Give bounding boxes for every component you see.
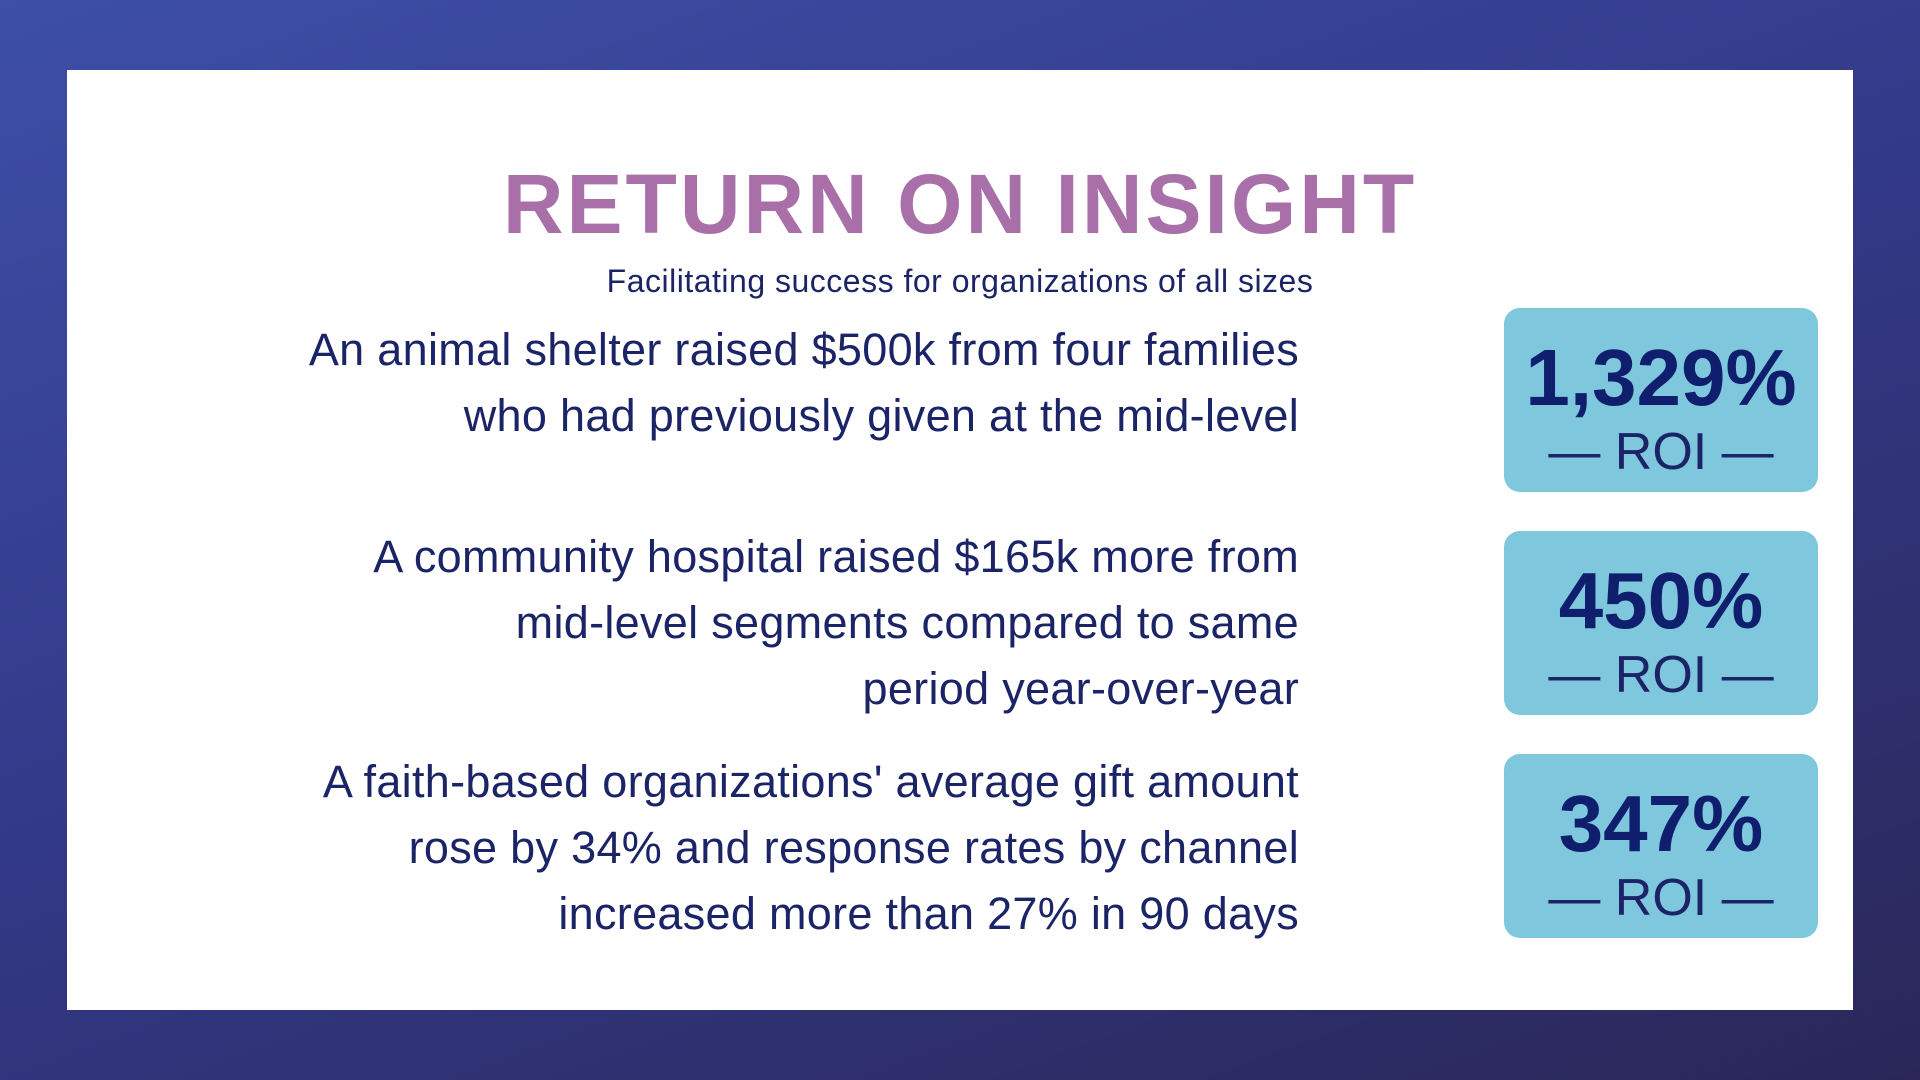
page-title: RETURN ON INSIGHT: [502, 157, 1418, 251]
stat-line: increased more than 27% in 90 days: [558, 888, 1299, 939]
stat-line: who had previously given at the mid-leve…: [463, 390, 1299, 441]
stat-line: mid-level segments compared to same: [515, 597, 1299, 648]
page-subtitle: Facilitating success for organizations o…: [606, 263, 1314, 299]
roi-label: — ROI —: [1548, 869, 1774, 927]
roi-label: — ROI —: [1548, 646, 1774, 704]
content-card: RETURN ON INSIGHT Facilitating success f…: [67, 70, 1853, 1010]
roi-value: 450%: [1558, 556, 1764, 645]
roi-label: — ROI —: [1548, 423, 1774, 481]
stat-description-community-hospital: A community hospital raised $165k more f…: [0, 524, 1299, 722]
stat-line: A community hospital raised $165k more f…: [373, 531, 1299, 582]
stat-line: A faith-based organizations' average gif…: [322, 756, 1299, 807]
stat-line: An animal shelter raised $500k from four…: [308, 324, 1299, 375]
stat-description-animal-shelter: An animal shelter raised $500k from four…: [0, 317, 1299, 449]
roi-value: 347%: [1558, 779, 1764, 868]
roi-badge-animal-shelter: 1,329% — ROI —: [1504, 308, 1818, 492]
stat-line: rose by 34% and response rates by channe…: [408, 822, 1299, 873]
roi-badge-community-hospital: 450% — ROI —: [1504, 531, 1818, 715]
roi-badge-faith-based: 347% — ROI —: [1504, 754, 1818, 938]
roi-value: 1,329%: [1525, 333, 1797, 422]
stat-description-faith-based: A faith-based organizations' average gif…: [0, 749, 1299, 947]
stat-line: period year-over-year: [862, 663, 1299, 714]
